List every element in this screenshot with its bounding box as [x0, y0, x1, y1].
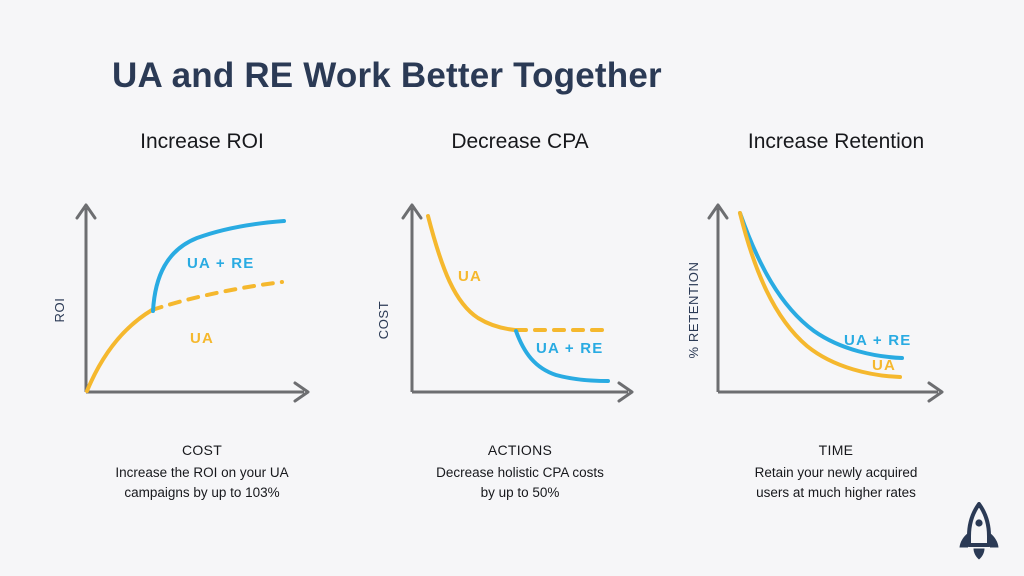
y-axis-label-cost: COST — [376, 301, 391, 340]
y-axis-arrowhead — [75, 203, 97, 220]
caption-text-decrease-cpa: Decrease holistic CPA costs by up to 50% — [436, 465, 604, 500]
panel-decrease-cpa: Decrease CPA COST UA UA + RE — [360, 130, 680, 530]
rocket-flame — [973, 548, 985, 560]
panel-heading-increase-retention: Increase Retention — [747, 130, 925, 153]
caption-increase-retention: TIME Retain your newly acquired users at… — [676, 442, 996, 502]
x-axis-arrowhead — [293, 381, 310, 403]
y-axis-label-roi: ROI — [52, 298, 67, 323]
series-label-ua-re: UA + RE — [536, 340, 603, 357]
curve-ua-dashed — [150, 280, 284, 312]
curve-ua-solid — [85, 308, 154, 393]
chart-increase-roi: ROI UA + RE UA — [42, 190, 362, 415]
series-label-ua-re: UA + RE — [187, 255, 254, 272]
caption-text-increase-roi: Increase the ROI on your UA campaigns by… — [115, 465, 289, 500]
caption-decrease-cpa: ACTIONS Decrease holistic CPA costs by u… — [360, 442, 680, 502]
curve-ua-re — [151, 219, 286, 313]
x-axis-arrowhead — [927, 381, 944, 403]
panel-heading-decrease-cpa: Decrease CPA — [451, 130, 589, 153]
panel-heading-increase-roi: Increase ROI — [140, 130, 264, 153]
x-axis-caption-time: TIME — [818, 442, 854, 458]
page-title: UA and RE Work Better Together — [112, 56, 662, 95]
panel-increase-roi: Increase ROI ROI UA + RE UA — [42, 130, 362, 530]
rocket-fin-left — [959, 533, 968, 548]
x-axis-arrowhead — [617, 381, 634, 403]
y-axis-label-retention: % RETENTION — [686, 262, 701, 359]
y-axis-arrowhead — [707, 203, 729, 220]
curve-ua-re — [738, 211, 904, 360]
curve-ua-re — [514, 329, 610, 383]
series-label-ua: UA — [190, 330, 214, 347]
chart-increase-retention: % RETENTION UA + RE UA — [676, 190, 996, 415]
caption-text-increase-retention: Retain your newly acquired users at much… — [754, 465, 918, 500]
rocket-body — [967, 502, 991, 547]
y-axis-arrowhead — [401, 203, 423, 220]
rocket-window — [975, 519, 983, 527]
x-axis-caption-cost: COST — [181, 442, 223, 458]
chart-decrease-cpa: COST UA UA + RE — [360, 190, 680, 415]
rocket-logo — [956, 502, 1002, 560]
caption-increase-roi: COST Increase the ROI on your UA campaig… — [42, 442, 362, 502]
series-label-ua-re: UA + RE — [844, 332, 911, 349]
curve-ua-solid — [426, 214, 517, 332]
x-axis-caption-actions: ACTIONS — [487, 442, 553, 458]
series-label-ua: UA — [458, 268, 482, 285]
panel-increase-retention: Increase Retention % RETENTION UA + RE U… — [676, 130, 996, 530]
series-label-ua: UA — [872, 357, 896, 374]
curve-ua — [738, 211, 902, 379]
rocket-fin-right — [990, 533, 999, 548]
